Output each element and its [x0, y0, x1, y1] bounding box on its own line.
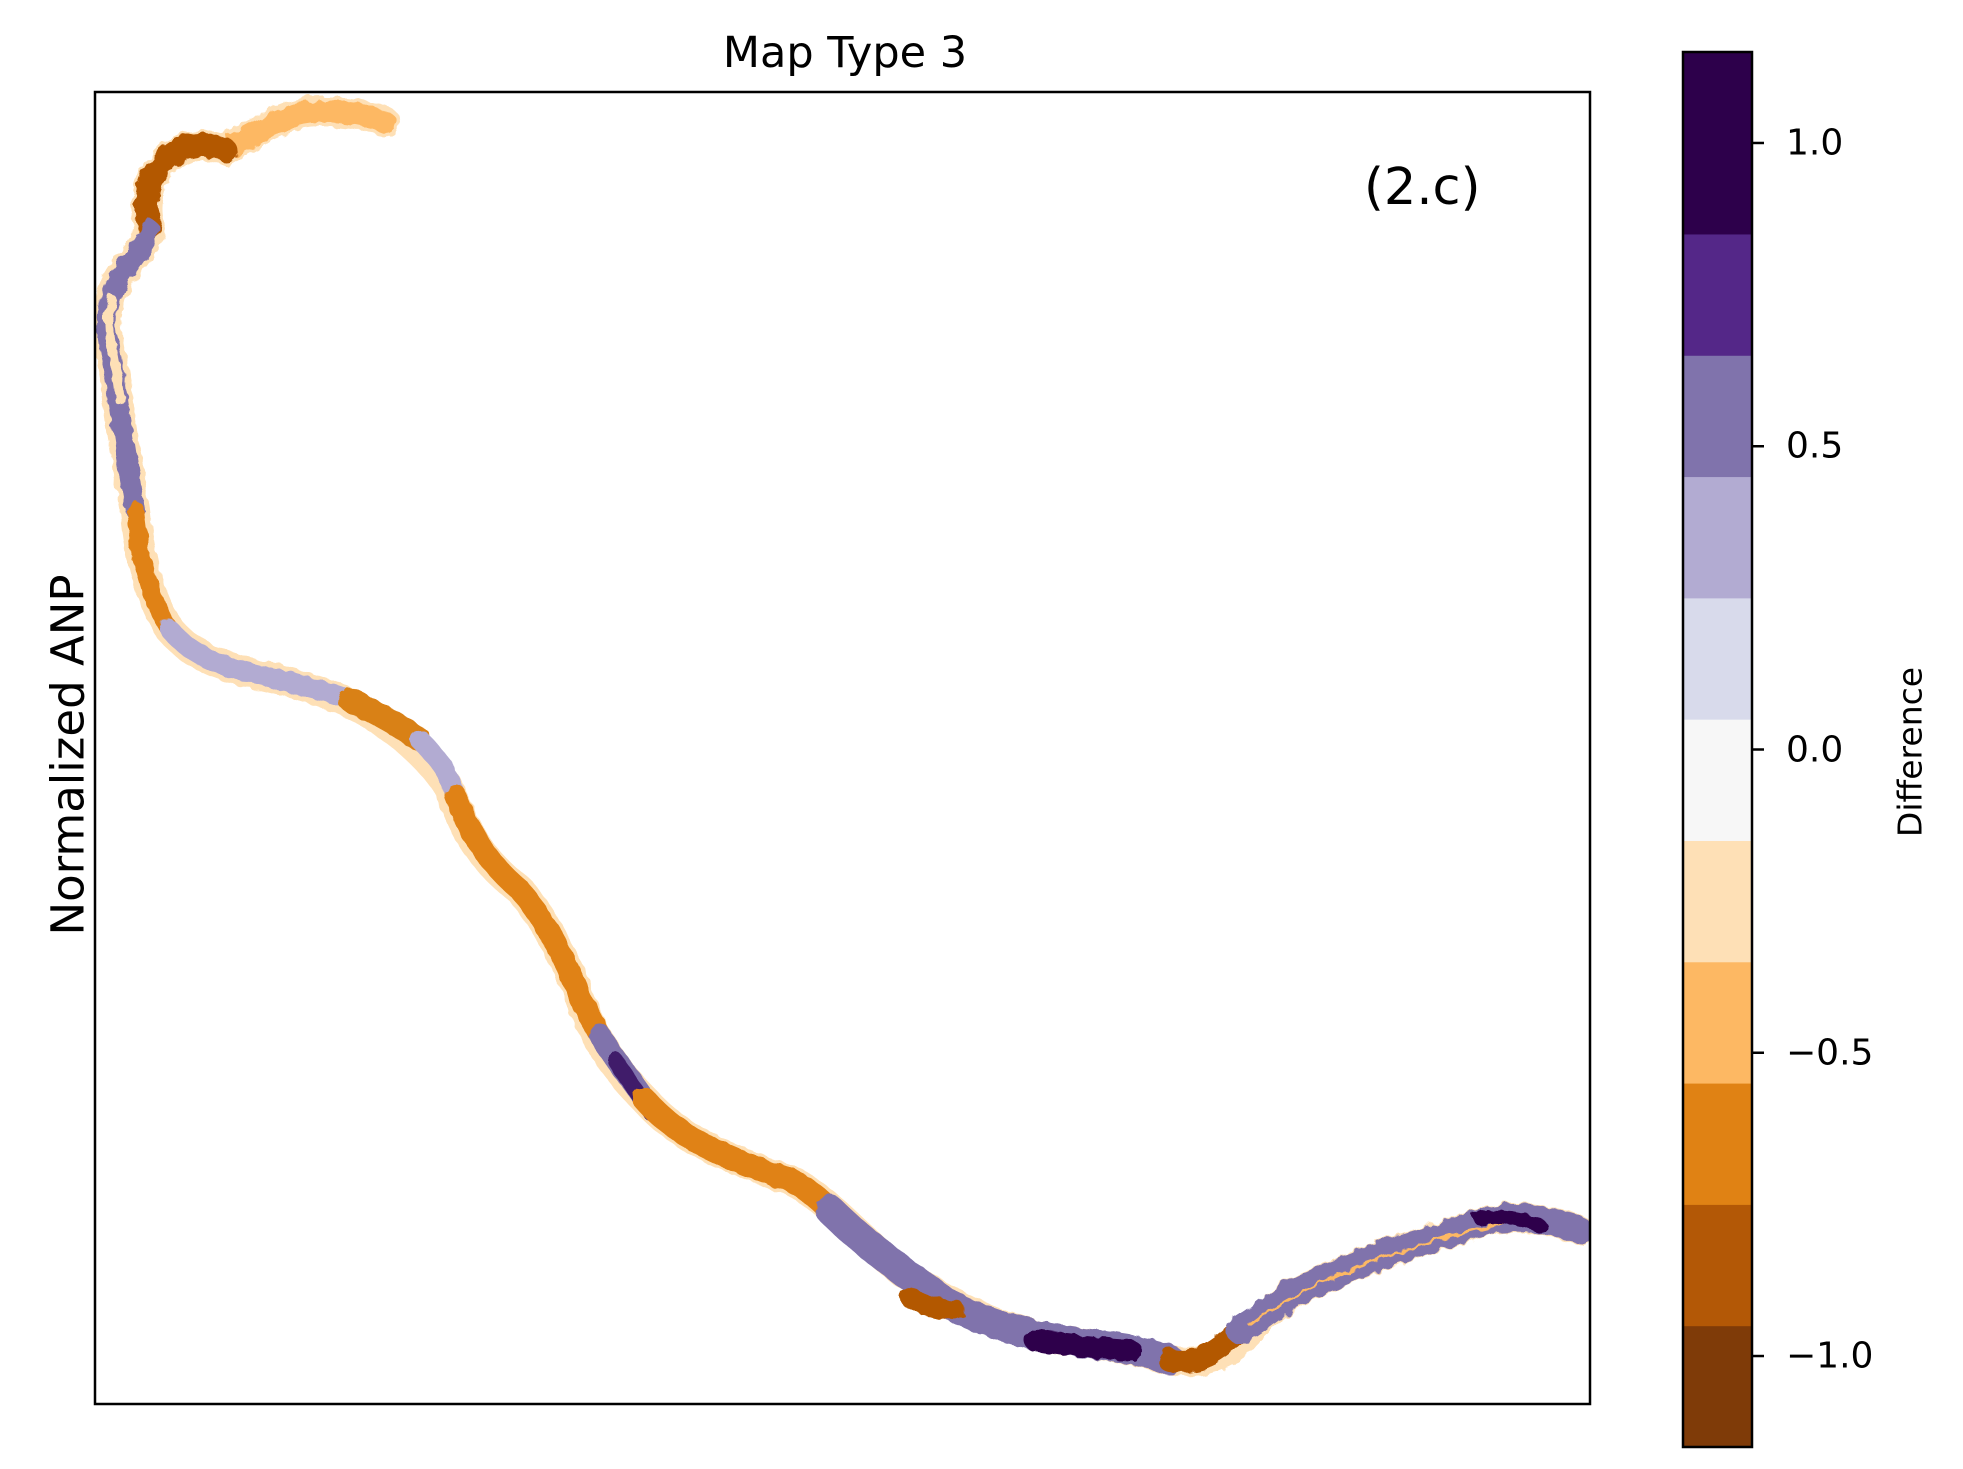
- river-segment: [900, 1288, 965, 1320]
- river-segment: [1248, 1218, 1522, 1327]
- colorbar: [1681, 50, 1764, 1449]
- river-segment: [134, 132, 237, 242]
- map-title: Map Type 3: [722, 28, 968, 78]
- river-segment: [126, 501, 179, 639]
- map-frame: [93, 90, 1592, 1406]
- river-segment: [104, 295, 125, 405]
- colorbar-bin: [1683, 355, 1752, 478]
- river-corridor: [95, 96, 1590, 1377]
- colorbar-bin: [1683, 719, 1752, 841]
- colorbar-label: Difference: [1890, 666, 1930, 838]
- river-segment: [160, 620, 360, 710]
- colorbar-bin: [1683, 233, 1752, 356]
- colorbar-bin: [1683, 476, 1752, 599]
- river-segment: [95, 96, 1590, 1377]
- river-segment: [444, 784, 611, 1046]
- colorbar-tick-label: 1.0: [1786, 122, 1844, 164]
- panel-label: (2.c): [1364, 158, 1481, 217]
- colorbar-bin: [1683, 597, 1752, 720]
- colorbar-bin: [1683, 840, 1752, 963]
- river-segment: [1473, 1209, 1547, 1233]
- river-segment: [815, 1195, 1185, 1375]
- colorbar-bin: [1683, 961, 1752, 1084]
- river-segment: [1024, 1329, 1141, 1361]
- colorbar-bin: [1683, 1204, 1752, 1327]
- colorbar-bin: [1683, 1325, 1752, 1448]
- colorbar-tick-label: 0.0: [1786, 729, 1844, 770]
- colorbar-tick-label: −0.5: [1786, 1032, 1874, 1074]
- colorbar-bin: [1683, 1083, 1752, 1205]
- colorbar-tick-label: 0.5: [1786, 425, 1844, 467]
- colorbar-tick-label: −1.0: [1786, 1335, 1874, 1377]
- river-segment: [214, 100, 396, 161]
- river-segment: [633, 1088, 842, 1222]
- colorbar-bin: [1683, 52, 1752, 235]
